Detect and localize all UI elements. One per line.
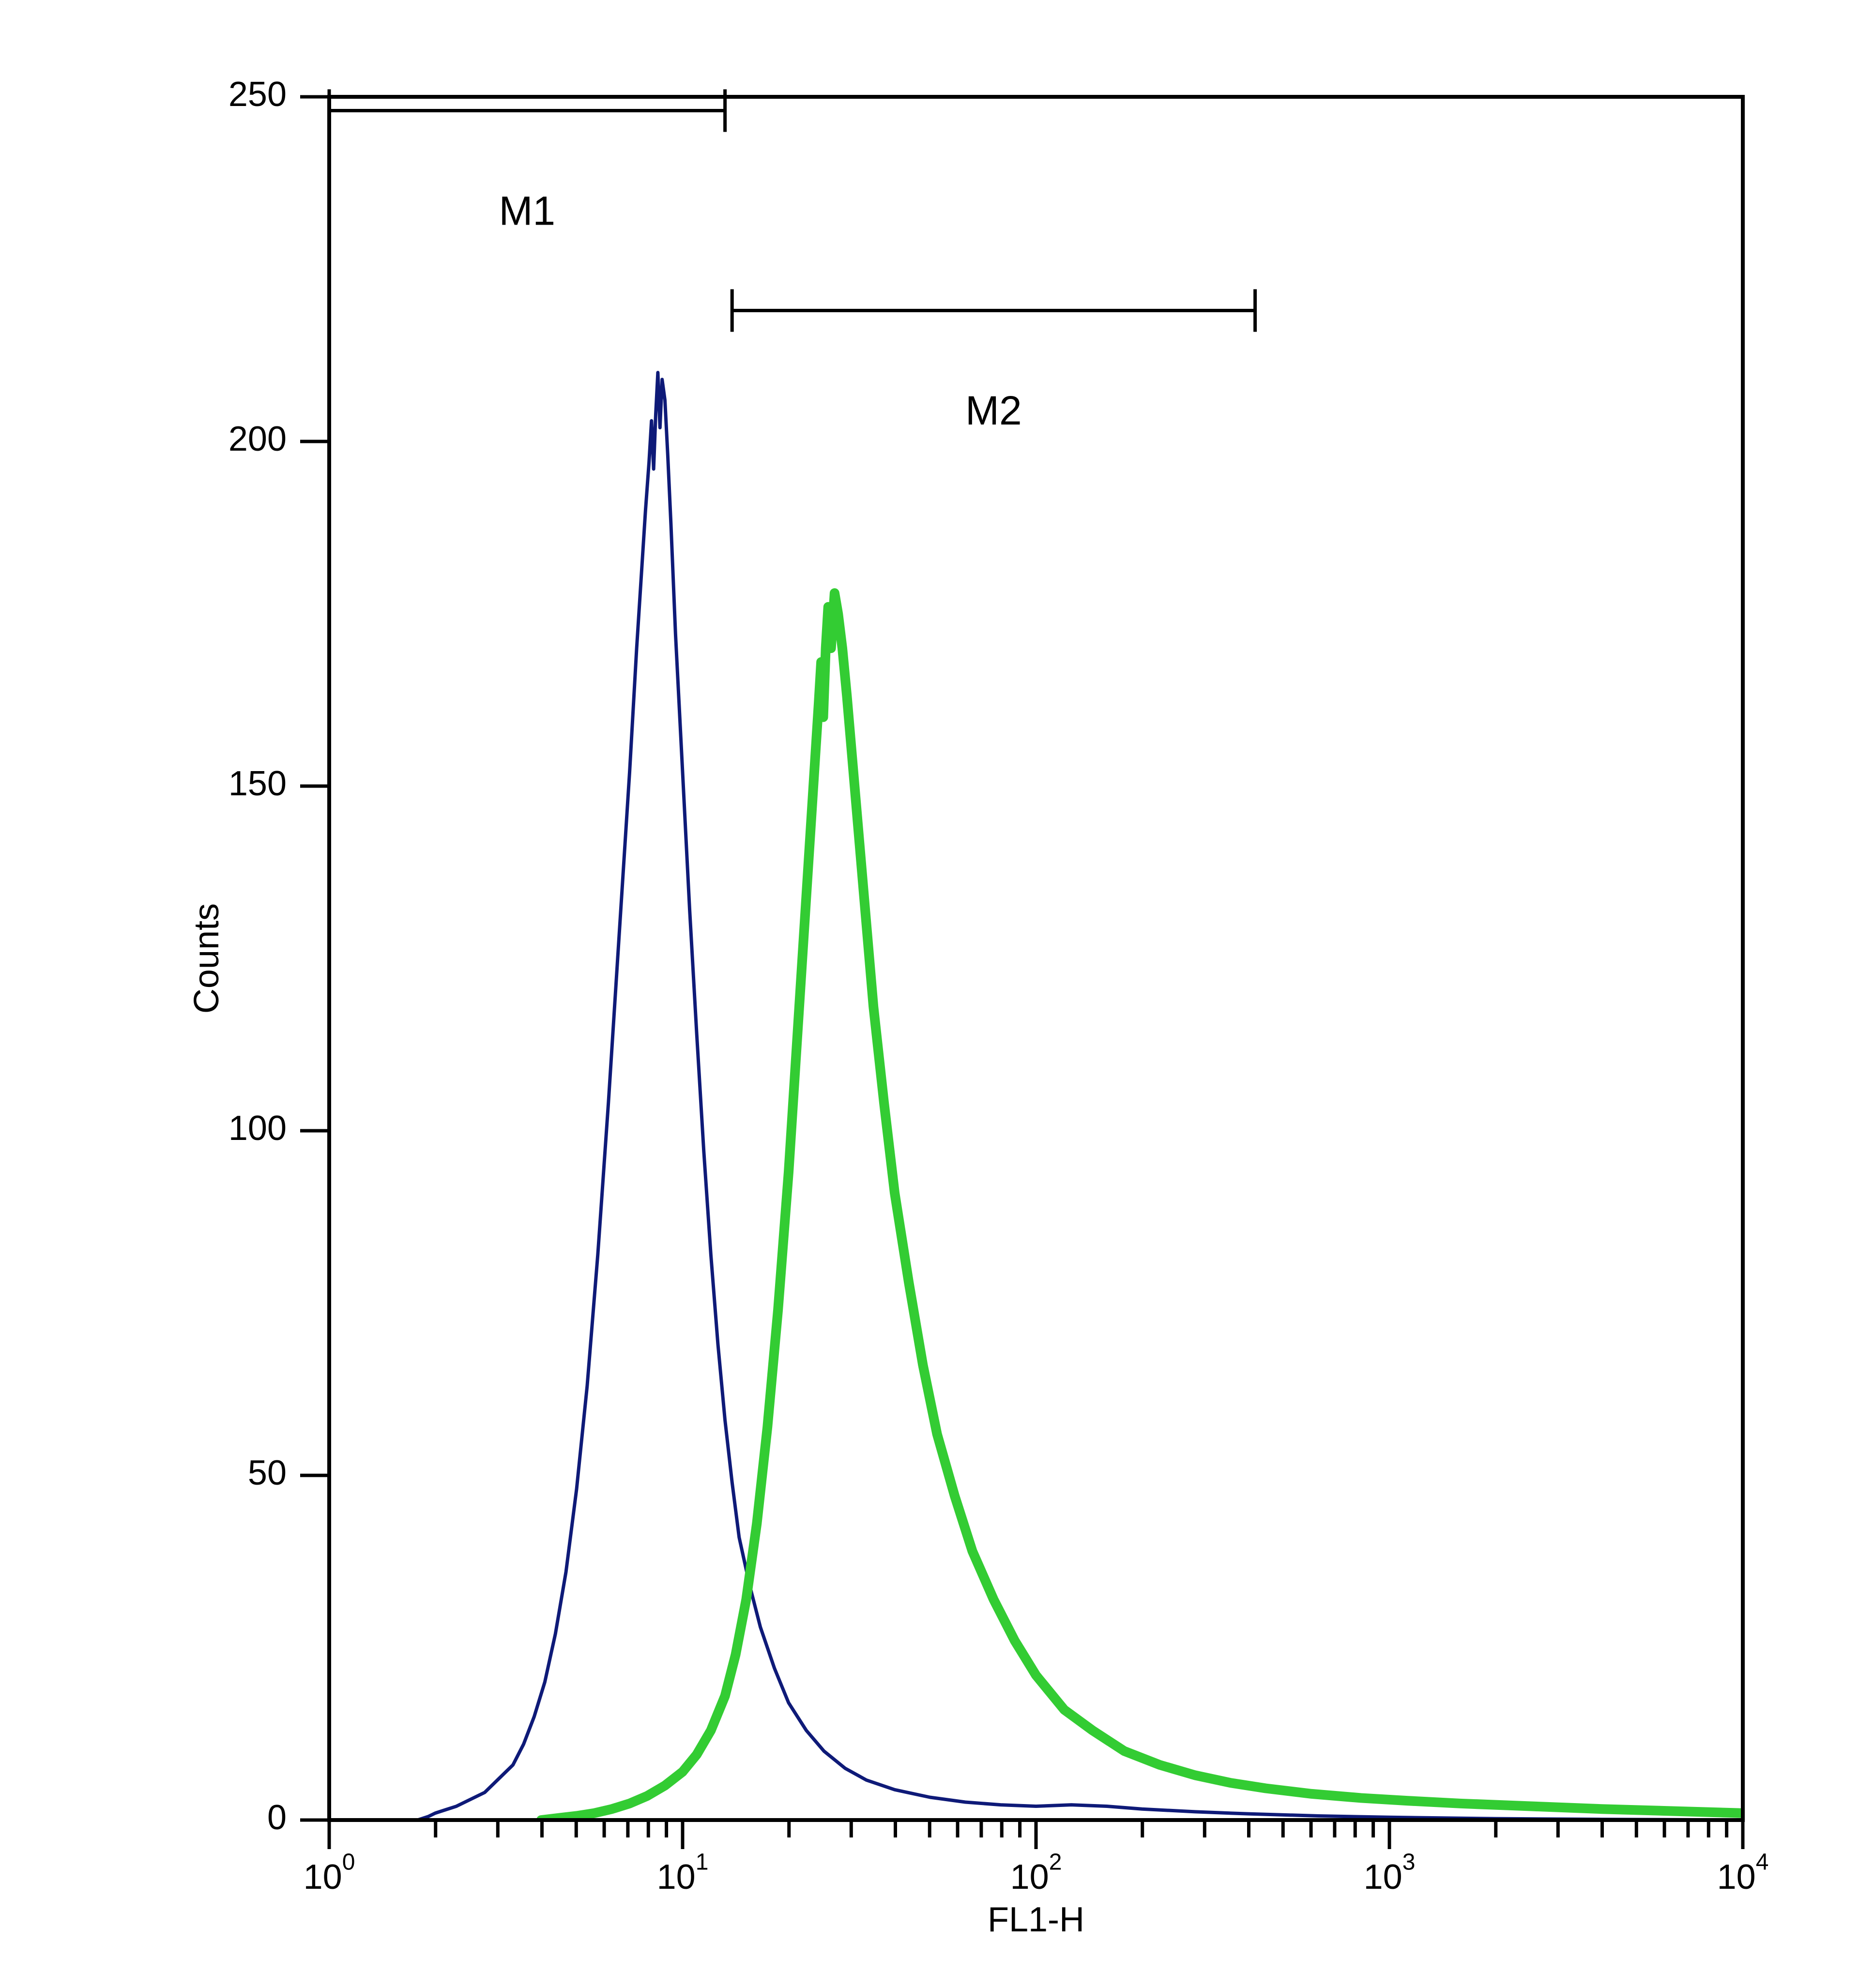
x-tick-label: 100 xyxy=(304,1849,355,1897)
x-tick-label: 102 xyxy=(1010,1849,1062,1897)
x-axis-label: FL1-H xyxy=(988,1900,1084,1939)
marker-label-m1: M1 xyxy=(499,188,555,233)
x-tick-label: 104 xyxy=(1717,1849,1769,1897)
histogram-chart: 0 50 100 150 200 250 Counts 100 101 102 103 104 FL1-… xyxy=(0,0,1859,1988)
y-tick-label: 100 xyxy=(229,1109,287,1148)
y-tick-label: 250 xyxy=(229,75,287,114)
marker-label-m2: M2 xyxy=(965,388,1022,433)
x-tick-label: 101 xyxy=(657,1849,709,1897)
y-axis-label: Counts xyxy=(187,903,226,1014)
x-tick-label: 103 xyxy=(1364,1849,1416,1897)
y-tick-label: 50 xyxy=(248,1454,287,1492)
y-tick-label: 150 xyxy=(229,764,287,803)
y-tick-label: 0 xyxy=(267,1798,287,1837)
figure-root: 0 50 100 150 200 250 Counts 100 101 102 103 104 FL1-… xyxy=(0,0,1859,1988)
y-tick-label: 200 xyxy=(229,420,287,458)
